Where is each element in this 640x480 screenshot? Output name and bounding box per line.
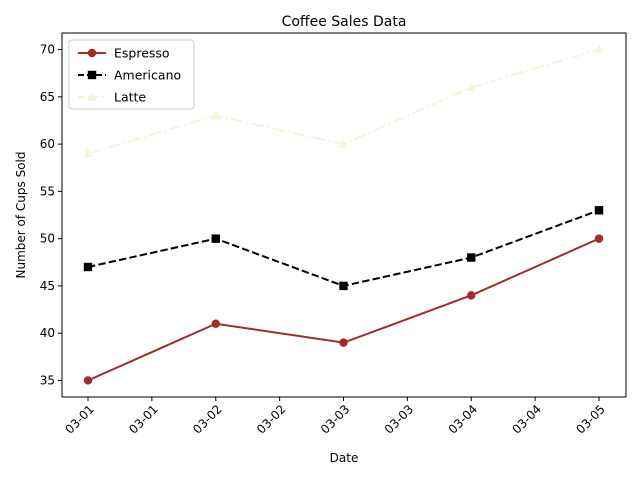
- x-tick-label: 03-05: [573, 402, 608, 437]
- series-latte: [83, 44, 604, 158]
- y-tick-label: 55: [40, 184, 55, 198]
- y-axis-label: Number of Cups Sold: [14, 152, 28, 279]
- data-point: [83, 148, 93, 158]
- data-point: [339, 338, 348, 347]
- data-point: [594, 44, 604, 54]
- x-tick-label: 03-02: [190, 402, 225, 437]
- y-tick-label: 50: [40, 232, 55, 246]
- legend-entry: Latte: [78, 90, 146, 105]
- y-tick-label: 60: [40, 137, 55, 151]
- legend-label: Latte: [114, 90, 146, 105]
- legend-marker: [87, 70, 97, 80]
- data-point: [467, 253, 476, 262]
- y-tick-label: 35: [40, 373, 55, 387]
- data-point: [467, 291, 476, 300]
- legend-entry: Americano: [78, 68, 181, 83]
- data-point: [594, 234, 604, 243]
- data-point: [338, 139, 349, 148]
- series-americano: [83, 206, 604, 291]
- legend-label: Espresso: [114, 46, 170, 61]
- x-tick-label: 03-03: [318, 402, 353, 437]
- data-point: [83, 262, 93, 272]
- x-axis-label: Date: [330, 451, 359, 465]
- legend: Espresso Americano Latte: [68, 39, 195, 110]
- x-tick-label: 03-04: [446, 402, 481, 437]
- y-tick-label: 40: [40, 326, 55, 340]
- y-axis: 35 40 45 50 55 60 65 70: [40, 43, 62, 387]
- data-point: [594, 206, 604, 215]
- data-point: [211, 319, 220, 328]
- y-tick-label: 65: [40, 90, 55, 104]
- plot-area: [83, 44, 604, 385]
- data-point: [211, 110, 221, 120]
- data-point: [466, 82, 476, 91]
- x-tick-label: 03-02: [254, 402, 289, 437]
- x-tick-label: 03-03: [382, 402, 417, 437]
- y-tick-label: 45: [40, 279, 55, 293]
- x-tick-label: 03-04: [510, 402, 545, 437]
- data-point: [83, 376, 93, 385]
- x-axis: 03-01 03-01 03-02 03-02 03-03 03-03 03-04 03-04…: [62, 397, 608, 437]
- series-line-americano: [87, 209, 600, 287]
- legend-marker: [87, 48, 97, 58]
- data-point: [339, 281, 348, 291]
- legend-box: [68, 39, 195, 110]
- series-line-espresso: [87, 237, 600, 382]
- x-tick-label: 03-01: [126, 402, 161, 437]
- legend-entry: Espresso: [78, 46, 170, 61]
- data-point: [211, 234, 220, 243]
- chart-title: Coffee Sales Data: [282, 14, 407, 30]
- x-tick-label: 03-01: [62, 402, 97, 437]
- series-espresso: [83, 234, 604, 385]
- legend-label: Americano: [114, 68, 181, 83]
- legend-marker: [87, 92, 97, 101]
- y-tick-label: 70: [40, 43, 55, 57]
